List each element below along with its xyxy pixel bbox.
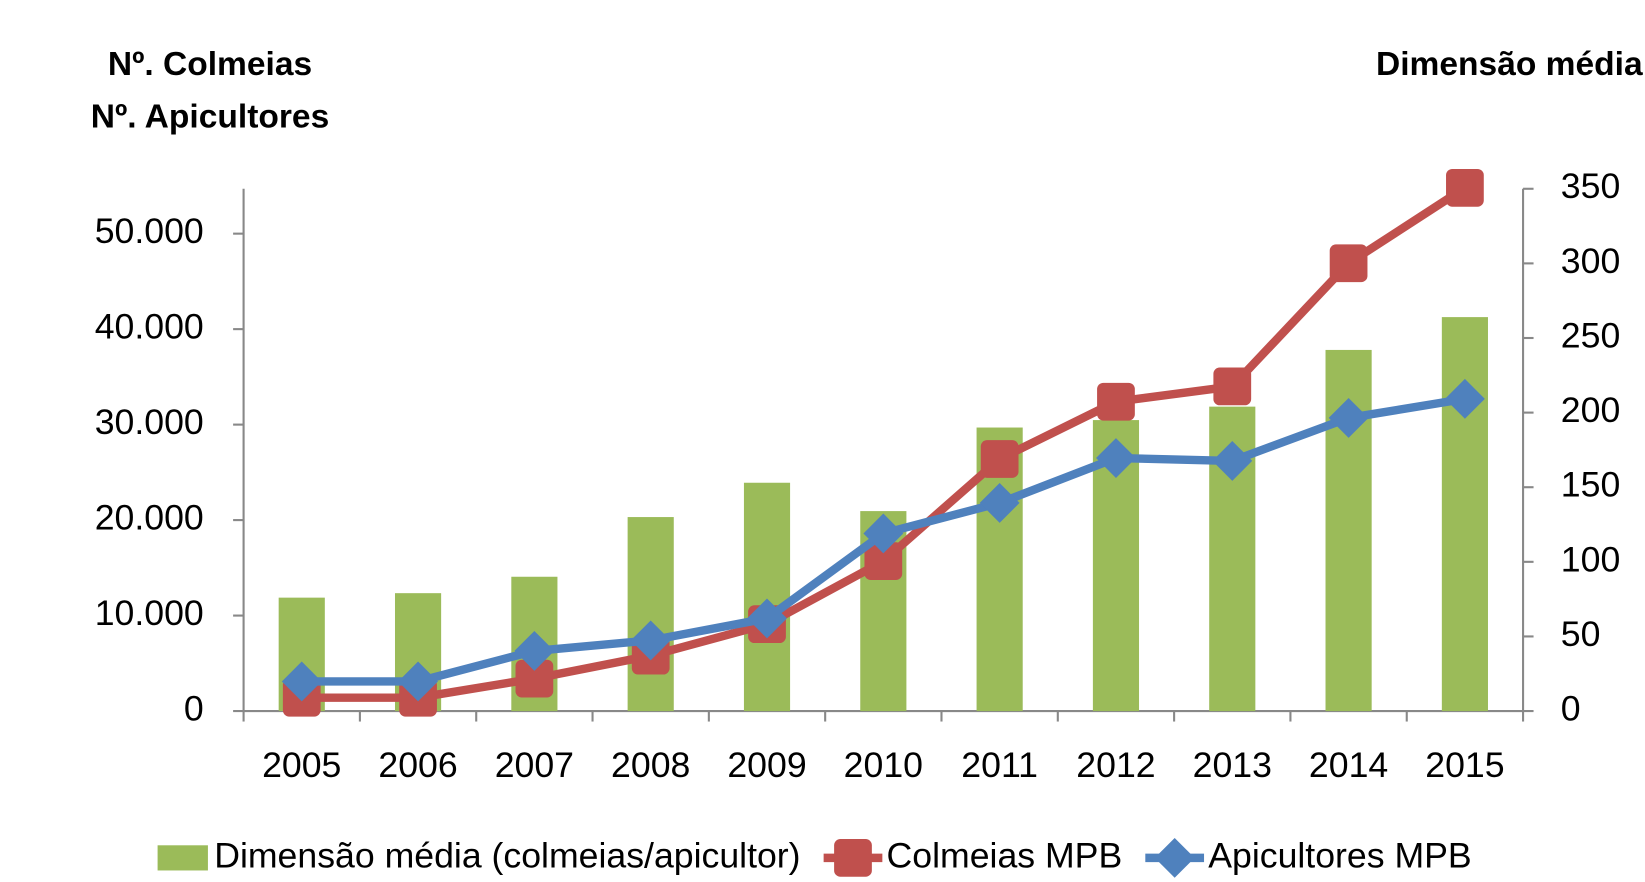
y-axis-title: Nº. Colmeias — [108, 46, 312, 83]
y2-tick-label: 350 — [1561, 166, 1620, 206]
legend-label: Dimensão média (colmeias/apicultor) — [214, 835, 800, 875]
y2-axis-title: Dimensão média — [1376, 46, 1643, 83]
y2-tick-label: 250 — [1561, 315, 1620, 355]
y-tick-label: 0 — [184, 688, 204, 728]
y2-tick-label: 0 — [1561, 688, 1581, 728]
legend-item: Apicultores MPB — [1145, 835, 1472, 878]
bar — [1441, 317, 1488, 712]
x-tick-label: 2005 — [262, 745, 341, 785]
x-tick-label: 2014 — [1309, 745, 1388, 785]
marker — [1212, 440, 1253, 481]
marker — [515, 659, 554, 698]
marker — [979, 482, 1020, 523]
y2-tick-label: 300 — [1561, 241, 1620, 281]
y-tick-label: 20.000 — [95, 498, 204, 538]
legend-item: Colmeias MPB — [823, 835, 1123, 877]
x-tick-label: 2010 — [844, 745, 923, 785]
y-tick-label: 50.000 — [95, 211, 204, 251]
legend-label: Apicultores MPB — [1208, 835, 1471, 875]
bar — [627, 517, 674, 712]
x-tick-label: 2011 — [961, 745, 1038, 785]
legend-marker — [834, 839, 872, 877]
y2-tick-label: 50 — [1561, 614, 1601, 654]
legend-swatch — [157, 845, 208, 871]
legend-label: Colmeias MPB — [887, 835, 1123, 875]
y2-tick-label: 100 — [1561, 539, 1620, 579]
y-axis-title: Nº. Apicultores — [91, 98, 329, 135]
x-tick-label: 2013 — [1193, 745, 1272, 785]
marker — [1213, 367, 1252, 406]
bar — [743, 482, 791, 712]
y2-tick-label: 150 — [1561, 465, 1620, 505]
x-tick-label: 2006 — [378, 745, 457, 785]
marker — [1444, 378, 1485, 419]
legend-item: Dimensão média (colmeias/apicultor) — [157, 835, 801, 875]
marker — [864, 542, 903, 581]
legend-marker — [1154, 837, 1195, 878]
marker — [1097, 382, 1135, 421]
marker — [1096, 438, 1136, 478]
marker — [863, 513, 904, 554]
x-tick-label: 2009 — [727, 745, 806, 785]
x-tick-label: 2008 — [611, 745, 690, 785]
y-tick-label: 40.000 — [95, 307, 204, 347]
x-tick-label: 2012 — [1076, 745, 1155, 785]
y-tick-label: 10.000 — [95, 593, 204, 633]
marker — [747, 598, 787, 639]
y2-tick-label: 200 — [1561, 390, 1620, 430]
x-tick-label: 2007 — [495, 745, 574, 785]
marker — [514, 630, 555, 671]
marker — [1446, 168, 1484, 207]
marker — [980, 440, 1019, 478]
y-tick-label: 30.000 — [95, 402, 204, 442]
x-tick-label: 2015 — [1425, 745, 1504, 785]
marker — [1329, 244, 1368, 283]
